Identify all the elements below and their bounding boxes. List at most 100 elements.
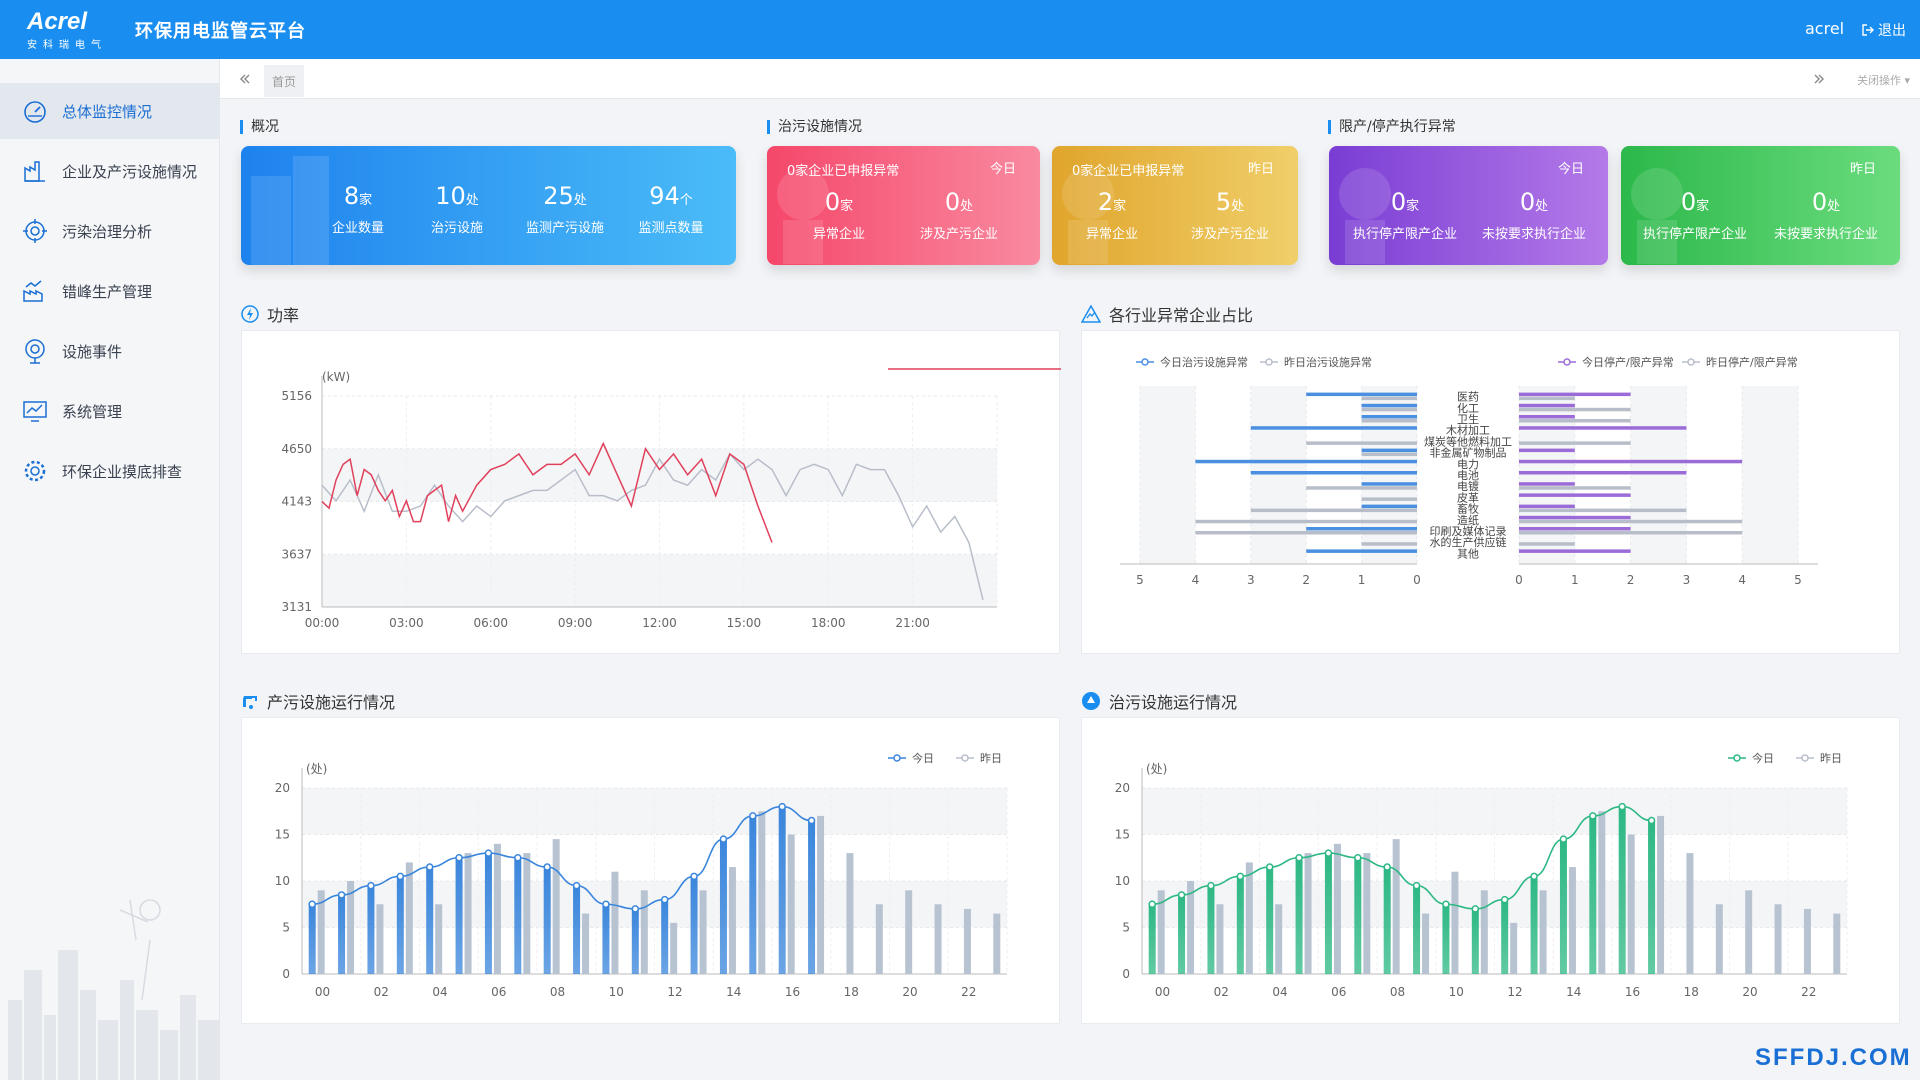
stat-label: 监测点数量 — [638, 221, 704, 236]
bar-left-0 — [1250, 426, 1417, 430]
bar-today — [1178, 894, 1186, 974]
trend-point — [1647, 816, 1656, 825]
stat-unit: 家 — [840, 199, 854, 214]
legend-item[interactable]: 今日停产/限产异常 — [1558, 355, 1674, 369]
bar-today — [1530, 876, 1538, 974]
limit-today-card[interactable]: 今日 0家 执行停产限产企业 0处 未按要求执行企业 — [1329, 146, 1608, 265]
logout-button[interactable]: 退出 — [1862, 20, 1906, 40]
x-tick-label: 04 — [1272, 985, 1287, 999]
bar-yesterday — [1686, 853, 1694, 974]
bar-right-1 — [1519, 542, 1575, 546]
trend-point — [1500, 895, 1509, 904]
trend-point — [396, 872, 405, 881]
category-label: 医药 — [1457, 391, 1479, 404]
bar-left-1 — [1195, 519, 1417, 524]
sidebar-item-label: 总体监控情况 — [62, 102, 153, 121]
x-tick-label: 12 — [1507, 985, 1522, 999]
legend-item[interactable]: 昨日 — [1796, 752, 1842, 765]
trend-point — [1589, 812, 1597, 820]
legend-label: 今日 — [912, 751, 934, 765]
scroll-right-icon[interactable] — [1814, 73, 1826, 85]
sidebar-item-5[interactable]: 系统管理 — [0, 383, 219, 439]
stat-label: 执行停产限产企业 — [1352, 227, 1457, 242]
stat-number: 0 — [1390, 188, 1407, 216]
sidebar-item-2[interactable]: 污染治理分析 — [0, 203, 219, 259]
overview-stat-3[interactable]: 94个 监测点数量 — [611, 182, 731, 236]
overview-stat-1[interactable]: 10处 治污设施 — [397, 182, 517, 236]
tab-operations-dropdown[interactable]: 关闭操作 ▾ — [1856, 74, 1910, 87]
legend-item[interactable]: 今日 — [888, 362, 1920, 376]
bar-yesterday — [1627, 834, 1635, 974]
y-tick-label: 4650 — [281, 442, 312, 456]
trend-point — [719, 835, 728, 843]
bar-today — [426, 867, 434, 974]
trend-point — [308, 900, 316, 908]
bar-right-0 — [1519, 482, 1575, 486]
triangle-chart-icon — [1081, 305, 1101, 323]
bar-left-1 — [1195, 531, 1417, 535]
sidebar-item-1[interactable]: 企业及产污设施情况 — [0, 143, 219, 199]
legend-item[interactable]: 今日 — [888, 751, 934, 765]
bar-today — [1295, 857, 1303, 974]
sidebar-item-3[interactable]: 错峰生产管理 — [0, 263, 219, 319]
legend-item[interactable]: 今日治污设施异常 — [1136, 355, 1248, 369]
bar-today — [1501, 899, 1509, 974]
overview-stat-0[interactable]: 8家 企业数量 — [298, 182, 418, 236]
series-line-0 — [321, 441, 773, 543]
sidebar-item-6[interactable]: 环保企业摸底排查 — [0, 443, 219, 499]
stat-value: 0处 — [889, 188, 1029, 221]
bar-yesterday — [1774, 904, 1782, 974]
sidebar-item-label: 污染治理分析 — [62, 222, 153, 241]
bar-today — [573, 885, 581, 974]
card-decoration-icon — [1058, 164, 1138, 265]
x-tick-label: 20 — [1742, 985, 1757, 999]
monitor-chart-icon — [22, 398, 48, 424]
industry-butterfly-chart: 5 4 3 2 1 0 0 1 2 3 4 5 医药化工卫生木材加工煤炭等他燃料加工非金属矿物制品电力电… — [1120, 355, 1818, 587]
bar-today — [396, 876, 404, 974]
sidebar-item-0[interactable]: 总体监控情况 — [0, 83, 219, 139]
tab-home[interactable]: 首页 — [264, 65, 304, 97]
x-tick-label: 22 — [1801, 985, 1816, 999]
bar-yesterday — [993, 913, 1001, 974]
sidebar-item-4[interactable]: 设施事件 — [0, 323, 219, 379]
y-tick-label: 0 — [282, 967, 290, 981]
bar-today — [1559, 839, 1567, 974]
bar-today — [1589, 815, 1597, 974]
bar-right-1 — [1519, 419, 1631, 423]
legend-item[interactable]: 昨日治污设施异常 — [1260, 355, 1372, 369]
legend-item[interactable]: 今日 — [1728, 751, 1774, 765]
legend-item[interactable]: 昨日停产/限产异常 — [1682, 355, 1798, 369]
overview-stat-2[interactable]: 25处 监测产污设施 — [505, 182, 625, 236]
legend-label: 昨日停产/限产异常 — [1706, 355, 1798, 369]
category-label: 卫生 — [1457, 412, 1479, 426]
bar-right-1 — [1519, 441, 1631, 445]
bar-yesterday — [493, 843, 501, 974]
bar-left-0 — [1306, 549, 1417, 553]
bar-right-0 — [1519, 448, 1575, 453]
bar-today — [484, 853, 492, 974]
bar-yesterday — [317, 890, 325, 974]
legend-item[interactable]: 昨日 — [956, 752, 1002, 765]
logout-icon — [1862, 24, 1874, 36]
trend-point — [1295, 854, 1303, 862]
bar-today — [1648, 820, 1656, 974]
bar-yesterday — [1833, 913, 1841, 974]
user-name[interactable]: acrel — [1805, 19, 1845, 38]
pollution-today-card[interactable]: 0家企业已申报异常 今日 0家 异常企业 0处 涉及产污企业 — [767, 146, 1040, 265]
bar-right-1 — [1519, 508, 1687, 513]
category-label: 化工 — [1457, 401, 1479, 415]
pollution-yesterday-card[interactable]: 0家企业已申报异常 昨日 2家 异常企业 5处 涉及产污企业 — [1052, 146, 1298, 265]
stat-value: 0处 — [1464, 188, 1604, 221]
bar-today — [749, 815, 757, 974]
radar-icon — [22, 338, 48, 364]
stat-label: 异常企业 — [1085, 227, 1138, 242]
bar-yesterday — [1480, 890, 1488, 974]
category-label: 其他 — [1457, 547, 1479, 560]
scroll-left-icon[interactable] — [238, 73, 250, 85]
trend-point — [807, 816, 816, 825]
x-tick-label: 18 — [1684, 985, 1699, 999]
bar-right-1 — [1519, 486, 1631, 490]
limit-yesterday-card[interactable]: 昨日 0家 执行停产限产企业 0处 未按要求执行企业 — [1621, 146, 1900, 265]
card-day-label: 今日 — [989, 162, 1016, 177]
bar-yesterday — [582, 913, 590, 974]
